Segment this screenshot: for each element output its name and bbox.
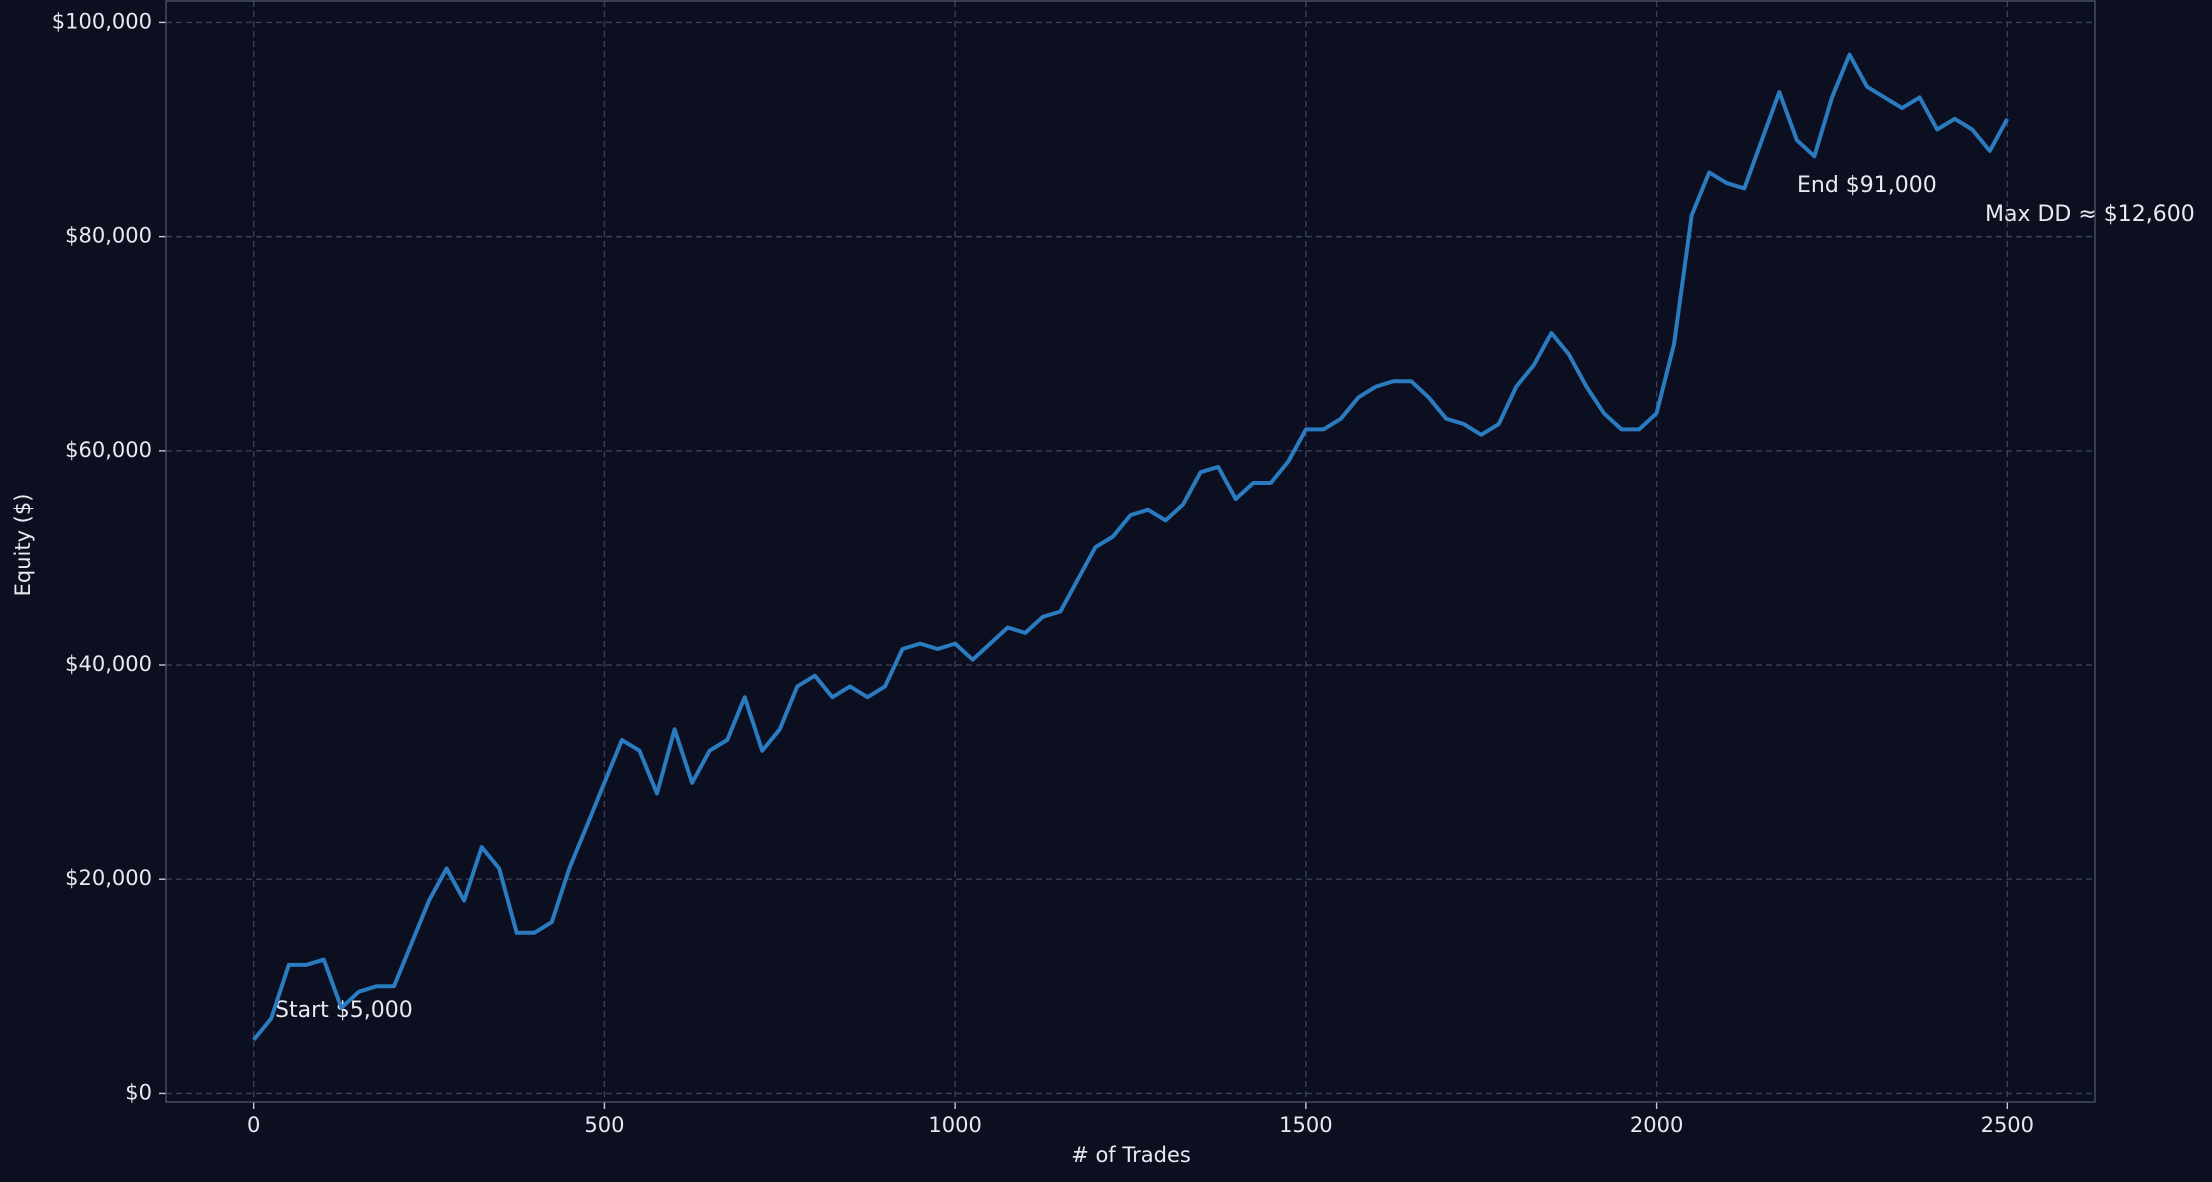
annotation: Max DD ≈ $12,600 xyxy=(1985,202,2195,227)
y-tick-label: $60,000 xyxy=(65,438,152,462)
x-tick-label: 2000 xyxy=(1630,1113,1683,1137)
plot-frame xyxy=(165,0,2096,1103)
y-tick-label: $80,000 xyxy=(65,224,152,248)
y-tick-label: $100,000 xyxy=(52,9,152,33)
y-tick-label: $0 xyxy=(125,1080,152,1104)
x-axis-label: # of Trades xyxy=(1071,1143,1191,1167)
x-tick-label: 2500 xyxy=(1981,1113,2034,1137)
x-tick-label: 1500 xyxy=(1279,1113,1332,1137)
y-axis-label: Equity ($) xyxy=(11,494,35,597)
y-tick-label: $40,000 xyxy=(65,652,152,676)
equity-line xyxy=(252,52,2010,1042)
x-tick-label: 0 xyxy=(247,1113,260,1137)
annotation: End $91,000 xyxy=(1797,173,1937,198)
y-tick-label: $20,000 xyxy=(65,866,152,890)
x-tick-label: 1000 xyxy=(928,1113,981,1137)
x-tick-label: 500 xyxy=(584,1113,624,1137)
annotation: Start $5,000 xyxy=(275,998,413,1023)
